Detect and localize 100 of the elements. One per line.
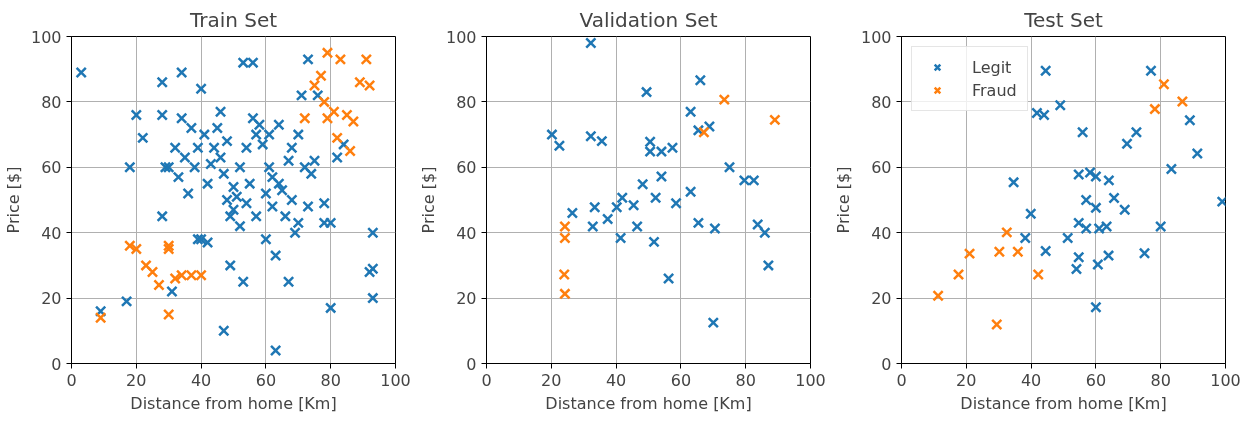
point: [308, 79, 321, 92]
point: [627, 199, 640, 212]
point: [684, 185, 697, 198]
point: [584, 37, 597, 49]
x-axis-title: Distance from home [Km]: [130, 393, 337, 413]
point: [328, 105, 340, 118]
y-tick-label: 100: [445, 27, 477, 47]
point: [758, 226, 771, 239]
point: [162, 243, 175, 255]
x-tick-label: 60: [255, 370, 277, 390]
point: [559, 288, 571, 300]
point: [1092, 258, 1104, 271]
x-tick-label: 80: [735, 370, 756, 390]
x-tick-label: 20: [956, 370, 977, 390]
point: [331, 132, 344, 144]
chart-title: Validation Set: [579, 7, 718, 32]
x-tick-label: 0: [481, 370, 492, 390]
point: [751, 218, 764, 231]
x-axis-title: Distance from home [Km]: [545, 393, 752, 413]
point: [1103, 174, 1115, 187]
point: [586, 220, 599, 233]
point: [1154, 220, 1167, 233]
x-tick-label: 80: [320, 370, 341, 390]
point: [1039, 64, 1052, 77]
point: [1054, 99, 1067, 112]
point: [610, 201, 623, 214]
legend-label: Legit: [972, 57, 1012, 77]
point: [1032, 268, 1045, 281]
point: [640, 86, 653, 98]
point: [1090, 301, 1102, 314]
point: [559, 220, 571, 233]
point: [1072, 251, 1085, 264]
point: [341, 109, 353, 121]
point: [1007, 176, 1020, 189]
point: [1000, 226, 1013, 239]
point: [1149, 103, 1161, 115]
legend-label: Fraud: [972, 80, 1017, 100]
y-tick-label: 20: [456, 289, 477, 309]
point: [1176, 95, 1189, 108]
point: [1165, 163, 1178, 175]
point: [153, 279, 165, 291]
x-tick-label: 100: [795, 370, 826, 390]
y-tick-label: 0: [51, 354, 62, 374]
point: [321, 112, 334, 125]
point: [1072, 217, 1085, 229]
point: [723, 161, 736, 174]
point: [698, 126, 710, 139]
point: [709, 222, 721, 235]
point: [707, 316, 720, 329]
point: [694, 74, 707, 87]
x-tick-label: 100: [380, 370, 411, 390]
point: [649, 191, 662, 204]
y-tick-label: 40: [871, 223, 892, 243]
y-tick-label: 0: [881, 354, 892, 374]
point: [1118, 203, 1131, 216]
point: [315, 69, 327, 82]
point: [1130, 126, 1143, 139]
x-tick-label: 40: [190, 370, 212, 390]
point: [1076, 126, 1089, 139]
x-tick-label: 40: [605, 370, 627, 390]
point: [146, 266, 159, 278]
chart-title: Test Set: [1023, 7, 1103, 32]
point: [648, 236, 660, 248]
y-tick-label: 20: [871, 289, 892, 309]
point: [601, 213, 614, 225]
point: [559, 232, 571, 244]
point: [1039, 245, 1052, 257]
point: [1158, 78, 1170, 91]
point: [1090, 170, 1102, 183]
y-axis-title: Price [$]: [833, 166, 853, 234]
x-axis-title: Distance from home [Km]: [960, 393, 1167, 413]
point: [298, 112, 311, 125]
y-tick-label: 60: [871, 158, 892, 178]
point: [588, 201, 601, 214]
point: [318, 96, 331, 108]
point: [347, 115, 360, 128]
point: [718, 93, 731, 106]
point: [990, 318, 1003, 331]
x-tick-label: 0: [896, 370, 907, 390]
point: [1070, 263, 1083, 275]
point: [140, 259, 152, 272]
point: [1061, 232, 1074, 244]
point: [692, 217, 705, 229]
point: [662, 272, 675, 285]
y-axis-title: Price [$]: [3, 166, 23, 234]
point: [546, 128, 558, 141]
y-tick-label: 0: [466, 354, 477, 374]
x-tick-label: 80: [1150, 370, 1171, 390]
point: [762, 259, 775, 272]
point: [1080, 194, 1093, 206]
point: [94, 311, 107, 324]
x-tick-label: 20: [541, 370, 562, 390]
point: [993, 245, 1006, 258]
point: [670, 197, 682, 210]
x-tick-label: 20: [126, 370, 147, 390]
point: [644, 135, 656, 148]
x-tick-label: 60: [670, 370, 692, 390]
point: [1108, 192, 1120, 204]
chart-title: Train Set: [188, 7, 278, 32]
y-tick-label: 80: [456, 92, 477, 112]
